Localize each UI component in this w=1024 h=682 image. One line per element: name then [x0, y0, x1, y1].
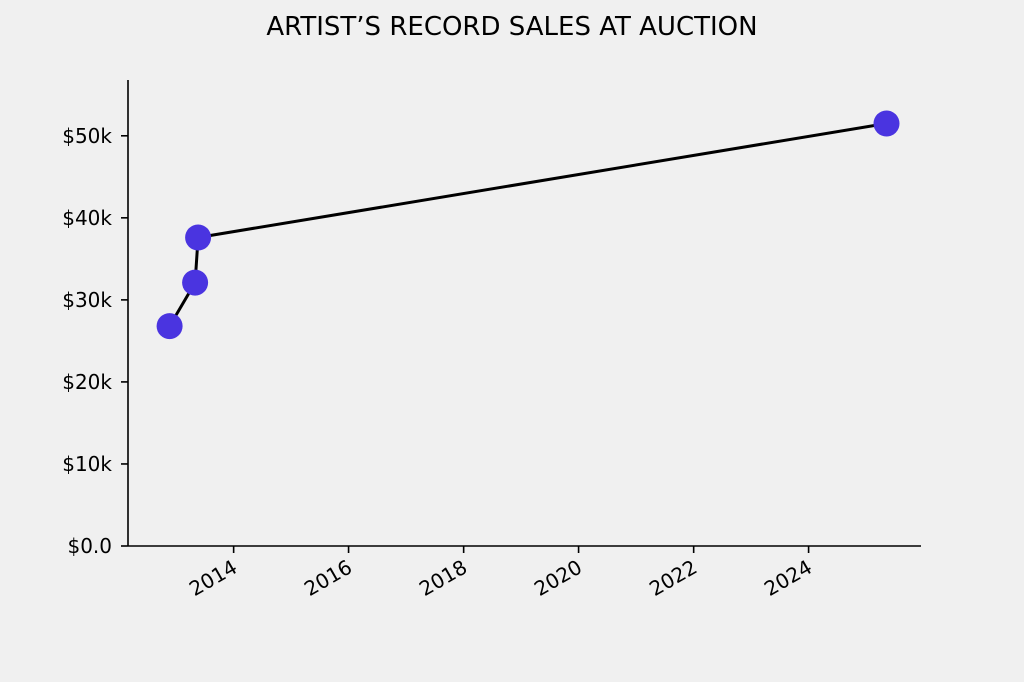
axes — [127, 80, 921, 547]
x-tick-label: 2020 — [530, 555, 586, 601]
data-point — [185, 224, 212, 251]
y-tick-label: $40k — [62, 206, 112, 230]
y-tick-label: $0.0 — [67, 534, 112, 558]
x-tick-label: 2024 — [760, 555, 816, 601]
x-tick-label: 2022 — [645, 555, 701, 601]
y-tick-label: $50k — [62, 124, 112, 148]
y-tick-label: $10k — [62, 452, 112, 476]
y-tick-label: $30k — [62, 288, 112, 312]
y-tick-label: $20k — [62, 370, 112, 394]
series — [156, 110, 900, 340]
data-point — [156, 313, 183, 340]
x-tick-label: 2014 — [185, 555, 241, 601]
data-point — [182, 269, 209, 296]
x-ticks: 2014 2016 2018 2020 2022 2024 — [185, 546, 816, 601]
x-tick-label: 2018 — [415, 555, 471, 601]
x-tick-label: 2016 — [300, 555, 356, 601]
chart-title: ARTIST’S RECORD SALES AT AUCTION — [266, 12, 757, 42]
y-ticks: $0.0 $10k $20k $30k $40k $50k — [62, 124, 128, 558]
data-point — [873, 110, 900, 137]
series-line — [168, 122, 887, 327]
